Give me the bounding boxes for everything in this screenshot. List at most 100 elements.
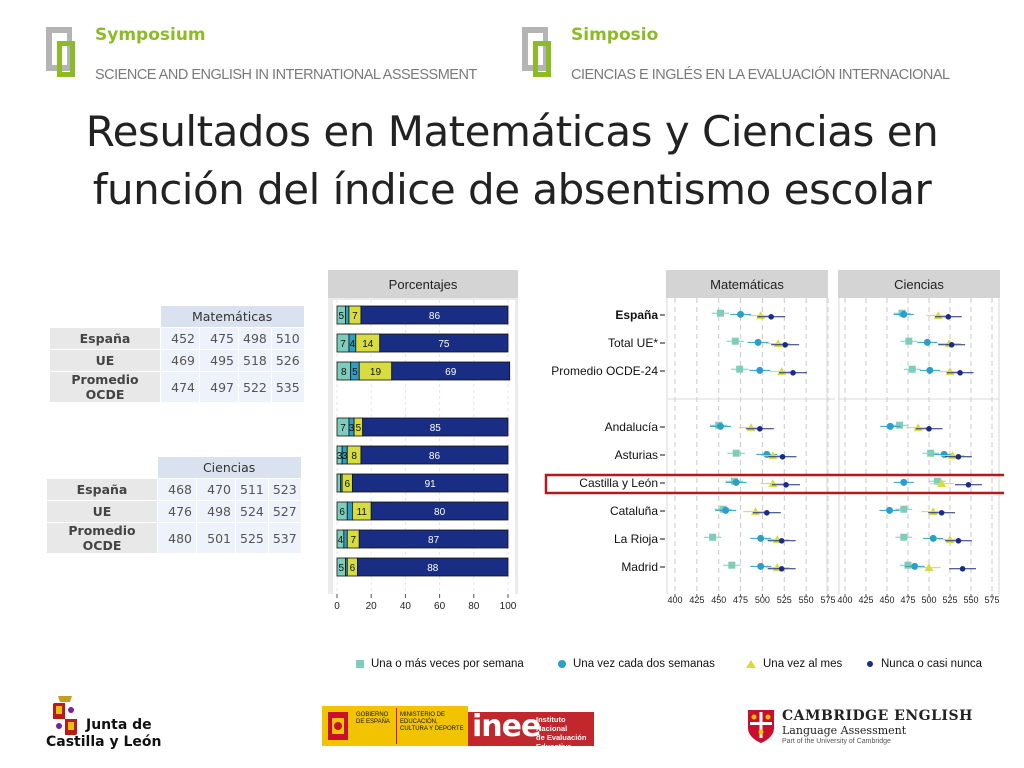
triangle-marker-icon <box>746 660 756 668</box>
junta-logo-text: Junta de Castilla y León <box>46 717 162 750</box>
data-point <box>945 314 952 320</box>
data-point <box>908 365 916 373</box>
table-row: España 452 475 498 510 <box>50 327 304 350</box>
data-point <box>896 421 904 429</box>
dot-marker-icon <box>867 661 873 667</box>
bar-segment <box>351 473 509 493</box>
data-point <box>778 566 785 572</box>
data-label: 4 <box>350 339 356 350</box>
gobierno-label: GOBIERNO DE ESPAÑA <box>356 712 390 725</box>
data-point <box>778 538 785 544</box>
data-label: 3 <box>337 451 343 462</box>
simposio-logo-icon <box>522 27 562 79</box>
x-tick-label: 0 <box>334 601 340 610</box>
data-point <box>790 370 796 376</box>
table-row: UE 469 495 518 526 <box>50 349 304 372</box>
data-point <box>957 370 963 376</box>
x-tick-label: 425 <box>858 595 873 605</box>
ministerio-label: MINISTERIO DE EDUCACIÓN, CULTURA Y DEPOR… <box>400 712 464 732</box>
region-label: Castilla y León <box>579 476 658 490</box>
inee-mark: inee <box>472 709 541 744</box>
coat-of-arms-icon <box>328 712 348 740</box>
table-row: Promedio OCDE 480 501 525 537 <box>47 522 301 554</box>
data-point <box>732 478 740 486</box>
title-line-2: función del índice de absentismo escolar <box>92 165 932 214</box>
data-point <box>757 534 765 542</box>
bar-segment <box>345 305 350 325</box>
data-point <box>768 314 774 320</box>
legend-item: Una o más veces por semana <box>355 658 524 670</box>
data-point <box>731 337 739 345</box>
region-label: España <box>615 308 658 322</box>
dot-chart: Matemáticas Ciencias España Total UE* Prom… <box>544 270 1004 605</box>
data-label: 3 <box>349 423 355 434</box>
x-tick-label: 575 <box>984 595 999 605</box>
simposio-subtitle: CIENCIAS E INGLÉS EN LA EVALUACIÓN INTER… <box>571 67 950 83</box>
data-label: 19 <box>370 367 382 378</box>
matematicas-table-header: Matemáticas <box>160 306 304 328</box>
x-tick-label: 550 <box>799 595 814 605</box>
simposio-title: Simposio <box>571 25 659 45</box>
region-label: Madrid <box>621 560 658 574</box>
data-point <box>926 426 932 432</box>
bar-segment <box>360 305 509 325</box>
data-label: 4 <box>338 535 344 546</box>
x-tick-label: 400 <box>837 595 852 605</box>
data-point <box>779 454 786 460</box>
x-tick-label: 525 <box>942 595 957 605</box>
data-point <box>886 422 894 430</box>
data-point <box>709 533 717 541</box>
data-point <box>754 338 762 346</box>
data-point <box>955 538 962 544</box>
table-row: Promedio OCDE 474 497 522 535 <box>50 371 304 403</box>
data-point <box>904 561 912 569</box>
data-point <box>900 505 908 513</box>
x-tick-label: 40 <box>400 601 412 610</box>
ministerio-logo: GOBIERNO DE ESPAÑA MINISTERIO DE EDUCACI… <box>322 706 468 746</box>
data-label: 7 <box>340 339 346 350</box>
region-label: Cataluña <box>610 504 658 518</box>
region-label: Andalucía <box>605 420 659 434</box>
data-point <box>764 510 770 516</box>
x-tick-label: 60 <box>434 601 446 610</box>
data-label: 86 <box>429 311 441 322</box>
x-tick-label: 80 <box>468 601 480 610</box>
data-label: 91 <box>425 479 437 490</box>
bar-segment <box>336 473 341 493</box>
x-tick-label: 425 <box>689 595 704 605</box>
page-title: Resultados en Matemáticas y Ciencias en … <box>20 103 1004 219</box>
data-label: 75 <box>438 339 450 350</box>
x-tick-label: 550 <box>963 595 978 605</box>
data-label: 14 <box>362 339 374 350</box>
data-label: 5 <box>338 563 344 574</box>
data-label: 87 <box>428 535 440 546</box>
symposium-logo-icon <box>46 27 86 79</box>
data-point <box>923 338 931 346</box>
data-point <box>756 366 764 374</box>
x-tick-label: 500 <box>921 595 936 605</box>
table-row: España 468 470 511 523 <box>47 478 301 501</box>
legend-item: Una vez cada dos semanas <box>557 658 715 670</box>
data-label: 86 <box>429 451 441 462</box>
region-label: La Rioja <box>614 532 658 546</box>
data-label: 7 <box>352 311 358 322</box>
data-point <box>900 478 908 486</box>
data-label: 5 <box>356 423 362 434</box>
matematicas-table: Matemáticas España 452 475 498 510 UE 46… <box>50 306 304 403</box>
data-label: 3 <box>342 451 348 462</box>
data-point <box>965 482 972 488</box>
region-label: Asturias <box>615 448 658 462</box>
data-point <box>929 534 937 542</box>
data-label: 5 <box>352 367 358 378</box>
x-tick-label: 575 <box>820 595 835 605</box>
data-point <box>926 366 934 374</box>
legend-item: Una vez al mes <box>745 658 842 670</box>
bar-segment <box>346 501 353 521</box>
region-label: Promedio OCDE-24 <box>551 364 658 378</box>
bar-segment <box>358 529 509 549</box>
data-point <box>722 506 730 514</box>
bar-segment <box>362 417 509 437</box>
title-line-1: Resultados en Matemáticas y Ciencias en <box>85 107 939 156</box>
x-tick-label: 475 <box>733 595 748 605</box>
data-label: 11 <box>357 507 368 518</box>
